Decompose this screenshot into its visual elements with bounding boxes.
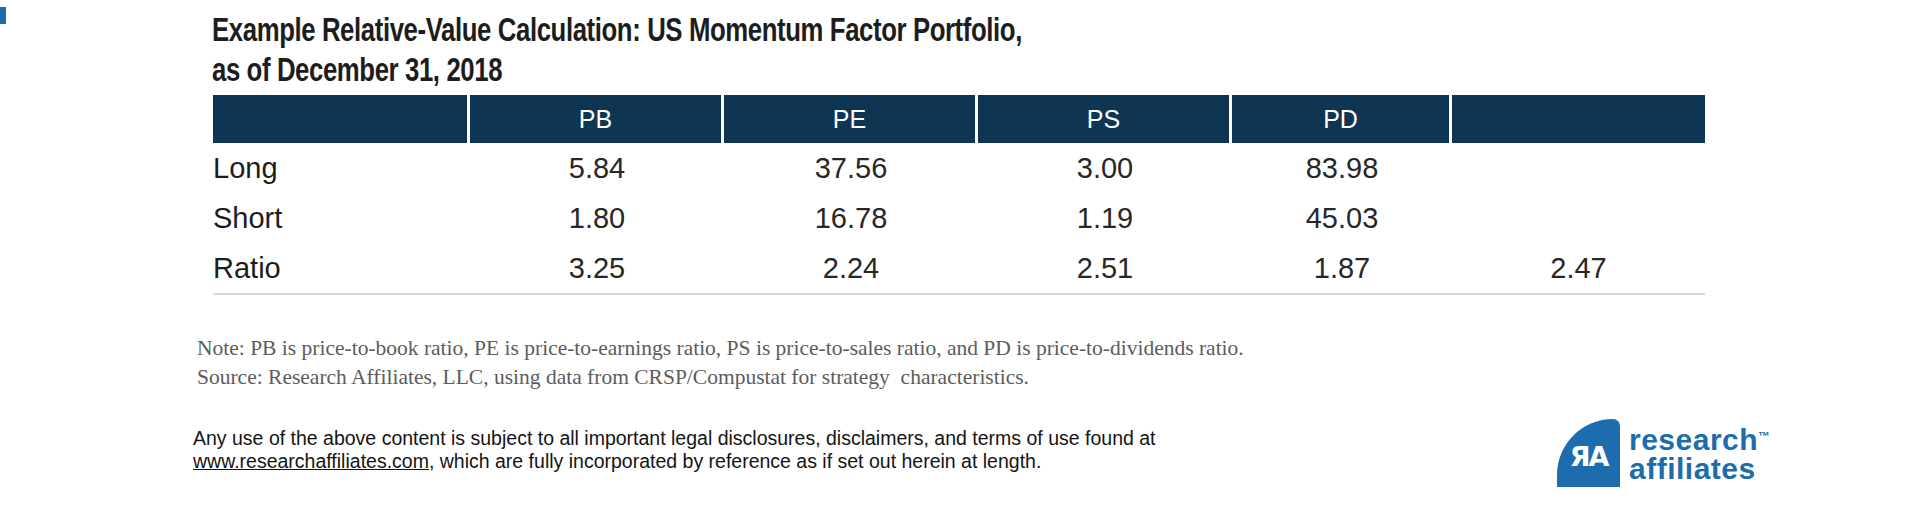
- cell-short-pb: 1.80: [470, 193, 724, 243]
- trademark-symbol: ™: [1758, 429, 1770, 443]
- row-label-long: Long: [213, 143, 470, 193]
- table-row-short: Short 1.80 16.78 1.19 45.03: [213, 193, 1705, 243]
- cell-short-pd: 45.03: [1232, 193, 1452, 243]
- cell-ratio-pe: 2.24: [724, 243, 978, 293]
- page-title: Example Relative-Value Calculation: US M…: [212, 10, 1250, 90]
- page-edge-artifact: [0, 7, 6, 24]
- ra-logo-icon: ЯA: [1557, 419, 1620, 487]
- table-row-ratio: Ratio 3.25 2.24 2.51 1.87 2.47: [213, 243, 1705, 293]
- logo-wordmark-line2: affiliates: [1629, 454, 1770, 483]
- cell-short-ps: 1.19: [978, 193, 1232, 243]
- cell-ratio-pb: 3.25: [470, 243, 724, 293]
- research-affiliates-logo: ЯA research™ affiliates: [1557, 419, 1770, 487]
- note-line: Note: PB is price-to-book ratio, PE is p…: [197, 334, 1244, 363]
- cell-short-blend: [1452, 193, 1705, 243]
- header-cell-ps: PS: [978, 95, 1232, 143]
- cell-long-blend: [1452, 143, 1705, 193]
- cell-long-pb: 5.84: [470, 143, 724, 193]
- header-cell-pd: PD: [1232, 95, 1452, 143]
- header-cell-pe: PE: [724, 95, 978, 143]
- table-body: Long 5.84 37.56 3.00 83.98 Short 1.80 16…: [213, 143, 1705, 295]
- legal-line2: www.researchaffiliates.com, which are fu…: [193, 450, 1156, 473]
- header-cell-blank: [213, 95, 470, 143]
- cell-ratio-pd: 1.87: [1232, 243, 1452, 293]
- ra-monogram: ЯA: [1570, 440, 1608, 471]
- legal-line2-rest: , which are fully incorporated by refere…: [429, 450, 1041, 472]
- logo-wordmark-line1: research™: [1629, 425, 1770, 454]
- source-line: Source: Research Affiliates, LLC, using …: [197, 363, 1244, 392]
- relative-value-table: PB PE PS PD Long 5.84 37.56 3.00 83.98 S…: [213, 95, 1705, 295]
- row-label-short: Short: [213, 193, 470, 243]
- footnotes: Note: PB is price-to-book ratio, PE is p…: [197, 334, 1244, 391]
- cell-long-pd: 83.98: [1232, 143, 1452, 193]
- page-title-line1: Example Relative-Value Calculation: US M…: [212, 10, 1022, 50]
- legal-line1: Any use of the above content is subject …: [193, 427, 1156, 450]
- logo-wordmark: research™ affiliates: [1629, 425, 1770, 487]
- researchaffiliates-link[interactable]: www.researchaffiliates.com: [193, 450, 429, 472]
- header-cell-blend: [1452, 95, 1705, 143]
- cell-long-pe: 37.56: [724, 143, 978, 193]
- cell-ratio-blend: 2.47: [1452, 243, 1705, 293]
- table-row-long: Long 5.84 37.56 3.00 83.98: [213, 143, 1705, 193]
- cell-ratio-ps: 2.51: [978, 243, 1232, 293]
- legal-disclaimer: Any use of the above content is subject …: [193, 427, 1156, 473]
- table-header-row: PB PE PS PD: [213, 95, 1705, 143]
- cell-short-pe: 16.78: [724, 193, 978, 243]
- row-label-ratio: Ratio: [213, 243, 470, 293]
- header-cell-pb: PB: [470, 95, 724, 143]
- figure-page: Example Relative-Value Calculation: US M…: [0, 0, 1920, 515]
- page-title-line2: as of December 31, 2018: [212, 50, 1022, 90]
- cell-long-ps: 3.00: [978, 143, 1232, 193]
